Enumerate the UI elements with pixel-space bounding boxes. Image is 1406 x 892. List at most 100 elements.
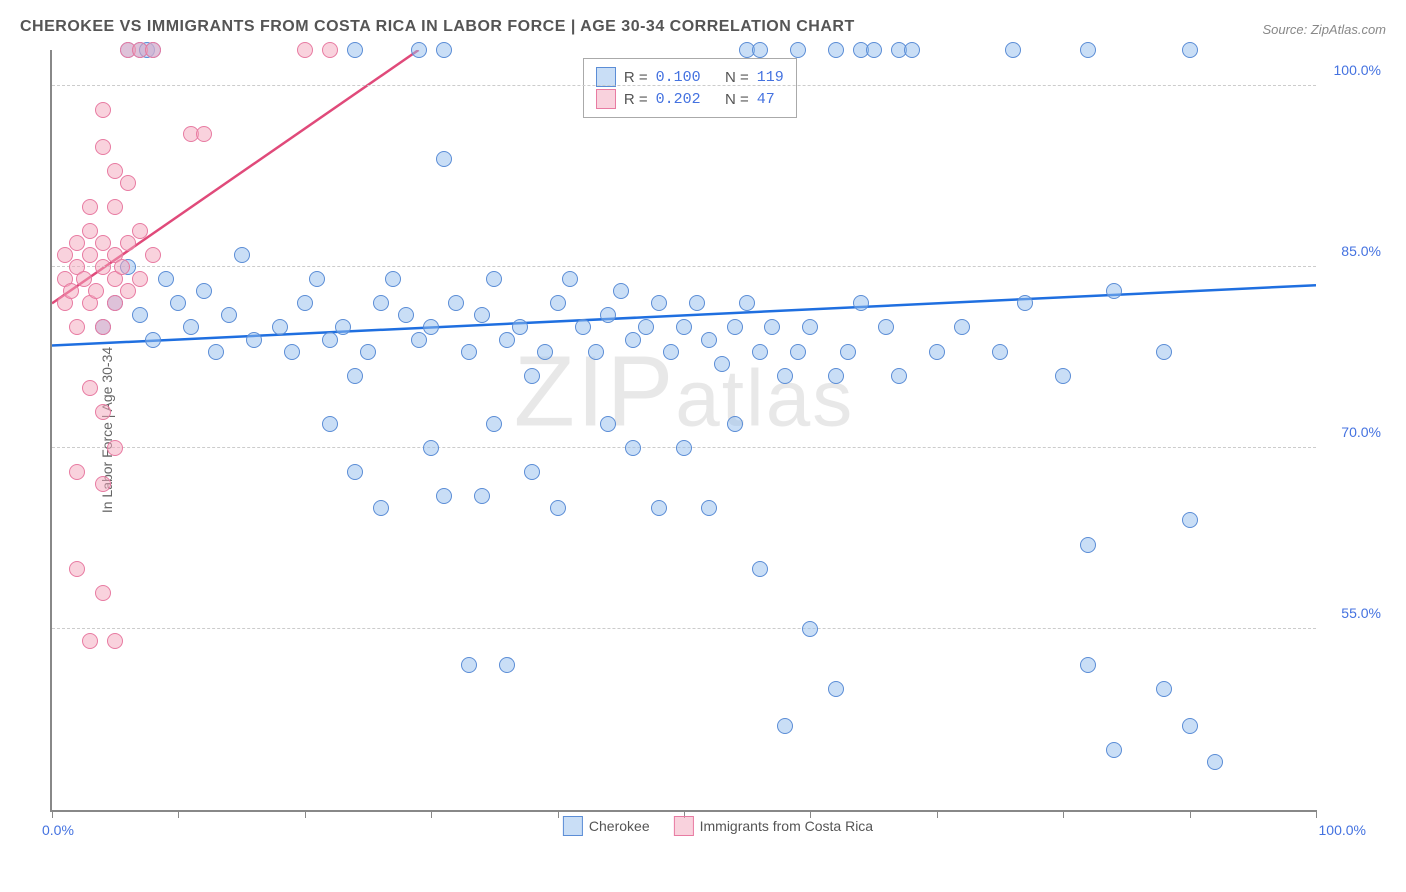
data-point [638, 319, 654, 335]
gridline-h [52, 628, 1316, 629]
data-point [347, 464, 363, 480]
data-point [853, 295, 869, 311]
data-point [461, 657, 477, 673]
data-point [499, 332, 515, 348]
gridline-h [52, 85, 1316, 86]
data-point [107, 199, 123, 215]
data-point [600, 416, 616, 432]
data-point [727, 416, 743, 432]
data-point [95, 585, 111, 601]
data-point [145, 332, 161, 348]
data-point [69, 319, 85, 335]
data-point [88, 283, 104, 299]
data-point [69, 561, 85, 577]
data-point [512, 319, 528, 335]
chart-title: CHEROKEE VS IMMIGRANTS FROM COSTA RICA I… [20, 18, 855, 36]
data-point [524, 368, 540, 384]
data-point [739, 295, 755, 311]
data-point [992, 344, 1008, 360]
data-point [1080, 657, 1096, 673]
data-point [145, 42, 161, 58]
data-point [309, 271, 325, 287]
data-point [423, 440, 439, 456]
r-value: 0.202 [656, 91, 701, 108]
data-point [120, 175, 136, 191]
data-point [132, 307, 148, 323]
legend-label: Immigrants from Costa Rica [700, 818, 873, 834]
data-point [752, 42, 768, 58]
data-point [132, 271, 148, 287]
pink-swatch [674, 816, 694, 836]
data-point [423, 319, 439, 335]
data-point [714, 356, 730, 372]
data-point [550, 295, 566, 311]
data-point [284, 344, 300, 360]
data-point [132, 223, 148, 239]
data-point [828, 368, 844, 384]
data-point [625, 332, 641, 348]
legend-item: Immigrants from Costa Rica [674, 816, 873, 836]
data-point [701, 500, 717, 516]
legend-item: Cherokee [563, 816, 650, 836]
xtick [305, 810, 306, 818]
blue-swatch [596, 67, 616, 87]
data-point [82, 633, 98, 649]
data-point [764, 319, 780, 335]
data-point [221, 307, 237, 323]
data-point [1017, 295, 1033, 311]
data-point [347, 368, 363, 384]
data-point [499, 657, 515, 673]
source-label: Source: ZipAtlas.com [1262, 22, 1386, 37]
data-point [828, 681, 844, 697]
data-point [752, 344, 768, 360]
data-point [1182, 512, 1198, 528]
data-point [322, 416, 338, 432]
data-point [411, 42, 427, 58]
data-point [562, 271, 578, 287]
xtick [431, 810, 432, 818]
data-point [1182, 718, 1198, 734]
data-point [486, 416, 502, 432]
data-point [1156, 681, 1172, 697]
n-label: N = [725, 69, 749, 86]
data-point [107, 163, 123, 179]
ytick-label: 55.0% [1341, 605, 1381, 621]
data-point [145, 247, 161, 263]
data-point [600, 307, 616, 323]
data-point [777, 368, 793, 384]
data-point [107, 295, 123, 311]
n-value: 119 [757, 69, 784, 86]
data-point [448, 295, 464, 311]
data-point [1207, 754, 1223, 770]
data-point [297, 42, 313, 58]
trend-lines [52, 50, 1316, 810]
data-point [107, 633, 123, 649]
data-point [95, 102, 111, 118]
r-value: 0.100 [656, 69, 701, 86]
data-point [625, 440, 641, 456]
data-point [272, 319, 288, 335]
stats-row: R =0.100 N = 119 [596, 67, 784, 87]
data-point [411, 332, 427, 348]
n-value: 47 [757, 91, 775, 108]
data-point [904, 42, 920, 58]
data-point [929, 344, 945, 360]
xtick [1190, 810, 1191, 818]
data-point [335, 319, 351, 335]
ytick-label: 70.0% [1341, 424, 1381, 440]
data-point [461, 344, 477, 360]
data-point [82, 223, 98, 239]
data-point [524, 464, 540, 480]
plot-area: ZIPatlas R =0.100 N = 119R =0.202 N = 47… [50, 50, 1316, 812]
r-label: R = [624, 91, 648, 108]
data-point [1106, 283, 1122, 299]
data-point [1156, 344, 1172, 360]
data-point [954, 319, 970, 335]
data-point [69, 235, 85, 251]
data-point [663, 344, 679, 360]
data-point [802, 621, 818, 637]
data-point [82, 247, 98, 263]
xtick [178, 810, 179, 818]
data-point [360, 344, 376, 360]
data-point [588, 344, 604, 360]
